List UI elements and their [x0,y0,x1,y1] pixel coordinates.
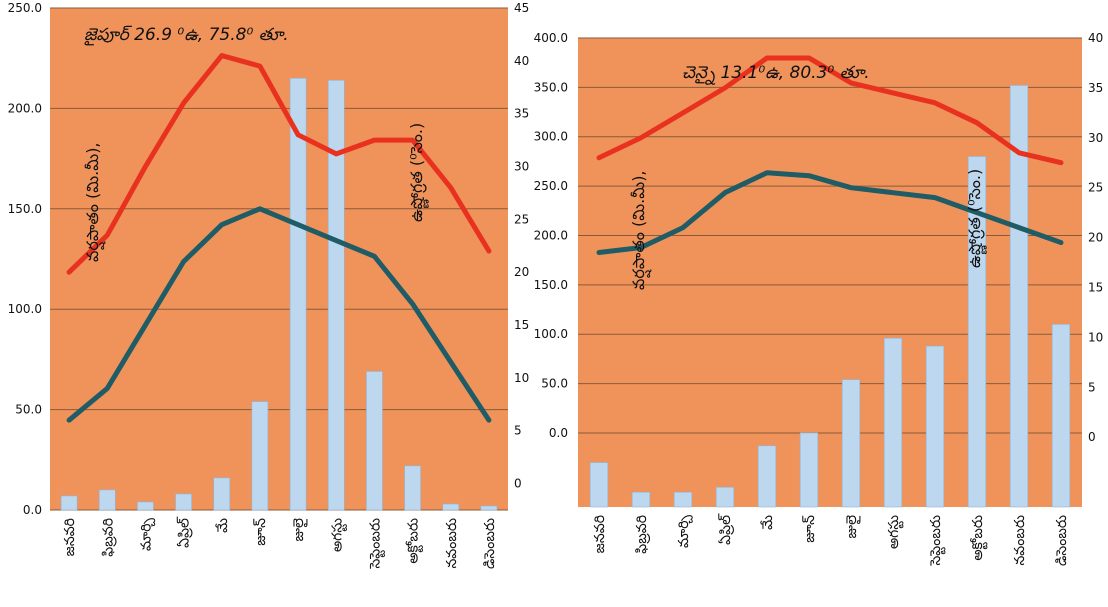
y-left-tick-label: 200.0 [534,228,568,242]
y-left-tick-label: 0.0 [549,426,568,440]
rainfall-bar [631,491,651,508]
chart-1: 0.0 50.0 100.0 150.0 200.0 250.0 0 5 10 15 20 25 30 3… [8,1,530,570]
y-right-tick-label: 5 [514,424,522,438]
y-right-tick-label: 35 [1088,81,1103,95]
rainfall-bar [883,337,903,508]
month-label: మే [760,515,776,530]
rainfall-bar [480,505,498,511]
rainfall-bar [967,156,987,508]
rainfall-bar [404,465,421,511]
rainfall-bar [673,491,693,508]
month-label: ఫిబ్రవరి [634,515,650,554]
rainfall-bar [442,503,460,511]
y-right-tick-label: 0 [1088,430,1096,444]
y-right-tick-label: 20 [514,265,529,279]
rainfall-bar [799,432,819,508]
month-label: అగస్టు [886,515,904,549]
month-label: జనవరి [592,515,608,553]
y-right-tick-label: 30 [514,160,529,174]
y-right-tick-label: 30 [1088,131,1103,145]
rainfall-bar [213,477,231,511]
month-label: అక్టోబరు [970,515,988,561]
y-left-tick-label: 100.0 [534,327,568,341]
month-label: జులై [844,515,861,539]
month-label: అక్టోబరు [406,518,424,564]
min-temperature-line [596,170,1064,256]
y-right-tick-label: 25 [1088,181,1103,195]
y-right-tick-label: 35 [514,107,529,121]
y-left-tick-label: 150.0 [534,278,568,292]
month-label: జూన్ [802,515,818,543]
y-left-tick-label: 50.0 [541,377,568,391]
rainfall-axis-label: వర్షపాతం (మి.మీ), [83,142,106,262]
y-right-tick-label: 40 [1088,31,1103,45]
rainfall-bar [366,371,383,511]
min-temperature-line [66,206,492,423]
y-left-tick-label: 350.0 [534,80,568,94]
rainfall-bar [589,462,609,508]
month-label: నవంబరు [1012,515,1028,566]
month-label: జులై [291,518,308,542]
month-label: సెప్టెంబరు [367,518,385,570]
max-temperature-line [596,55,1064,166]
max-temperature-line [66,53,492,275]
month-label: డిసెంబరు [1054,515,1070,566]
y-right-tick-label: 5 [1088,380,1096,394]
rainfall-bar [925,345,945,508]
y-left-tick-label: 250.0 [8,1,42,15]
y-right-tick-label: 20 [1088,231,1103,245]
rainfall-bar [60,495,78,511]
rainfall-bar [251,401,269,511]
y-left-tick-label: 100.0 [8,302,42,316]
chart-title: జైపూర్ 26.9 ⁰ఉ, 75.8⁰ తూ. [84,25,289,46]
month-label: మే [215,518,231,533]
month-label: ఏప్రిల్ [718,513,734,545]
temperature-axis-label: ఉష్ణోగ్రత (⁰సెం.) [407,123,429,222]
temperature-axis-label: ఉష్ణోగ్రత (⁰సెం.) [965,169,987,268]
rainfall-bar [757,445,777,508]
rainfall-bar [289,77,307,511]
chart-title: చెన్నై 13.1⁰ఉ, 80.3⁰ తూ. [682,63,870,85]
rainfall-bar [841,379,861,508]
y-right-tick-label: 0 [514,477,522,491]
y-left-tick-label: 250.0 [534,179,568,193]
month-label: ఫిబ్రవరి [100,518,116,557]
month-label: డిసెంబరు [482,518,498,569]
rainfall-bar [1009,85,1029,508]
month-label: అగస్టు [329,518,347,552]
y-left-tick-label: 150.0 [8,202,42,216]
y-left-tick-label: 400.0 [534,31,568,45]
chart-2: 0.050.0100.0150.0200.0250.0300.0350.0400… [534,31,1104,567]
rainfall-bar [327,79,345,511]
y-right-tick-label: 15 [1088,280,1103,294]
y-left-tick-label: 200.0 [8,101,42,115]
plot-background [50,8,508,510]
y-right-tick-label: 15 [514,318,529,332]
y-left-tick-label: 300.0 [534,130,568,144]
y-right-tick-label: 10 [514,371,529,385]
rainfall-bar [715,486,735,508]
y-left-tick-label: 0.0 [23,503,42,517]
y-left-tick-label: 50.0 [15,403,42,417]
month-label: ఏప్రిల్ [177,516,193,548]
month-label: నవంబరు [444,518,460,569]
rainfall-bar [1051,324,1071,508]
month-label: జూన్ [253,518,269,546]
month-label: మార్చి [676,515,693,548]
rainfall-bar [98,489,116,511]
month-label: జనవరి [62,518,78,556]
y-right-tick-label: 25 [514,212,529,226]
rainfall-bar [175,493,192,511]
month-label: సెప్టెంబరు [928,515,946,567]
y-right-tick-label: 45 [514,1,529,15]
y-right-tick-label: 40 [514,54,529,68]
y-right-tick-label: 10 [1088,330,1103,344]
rainfall-axis-label: వర్షపాతం (మి.మీ), [629,170,652,290]
rainfall-bar [137,501,154,511]
plot-background [578,38,1082,507]
month-label: మార్చి [138,518,155,551]
